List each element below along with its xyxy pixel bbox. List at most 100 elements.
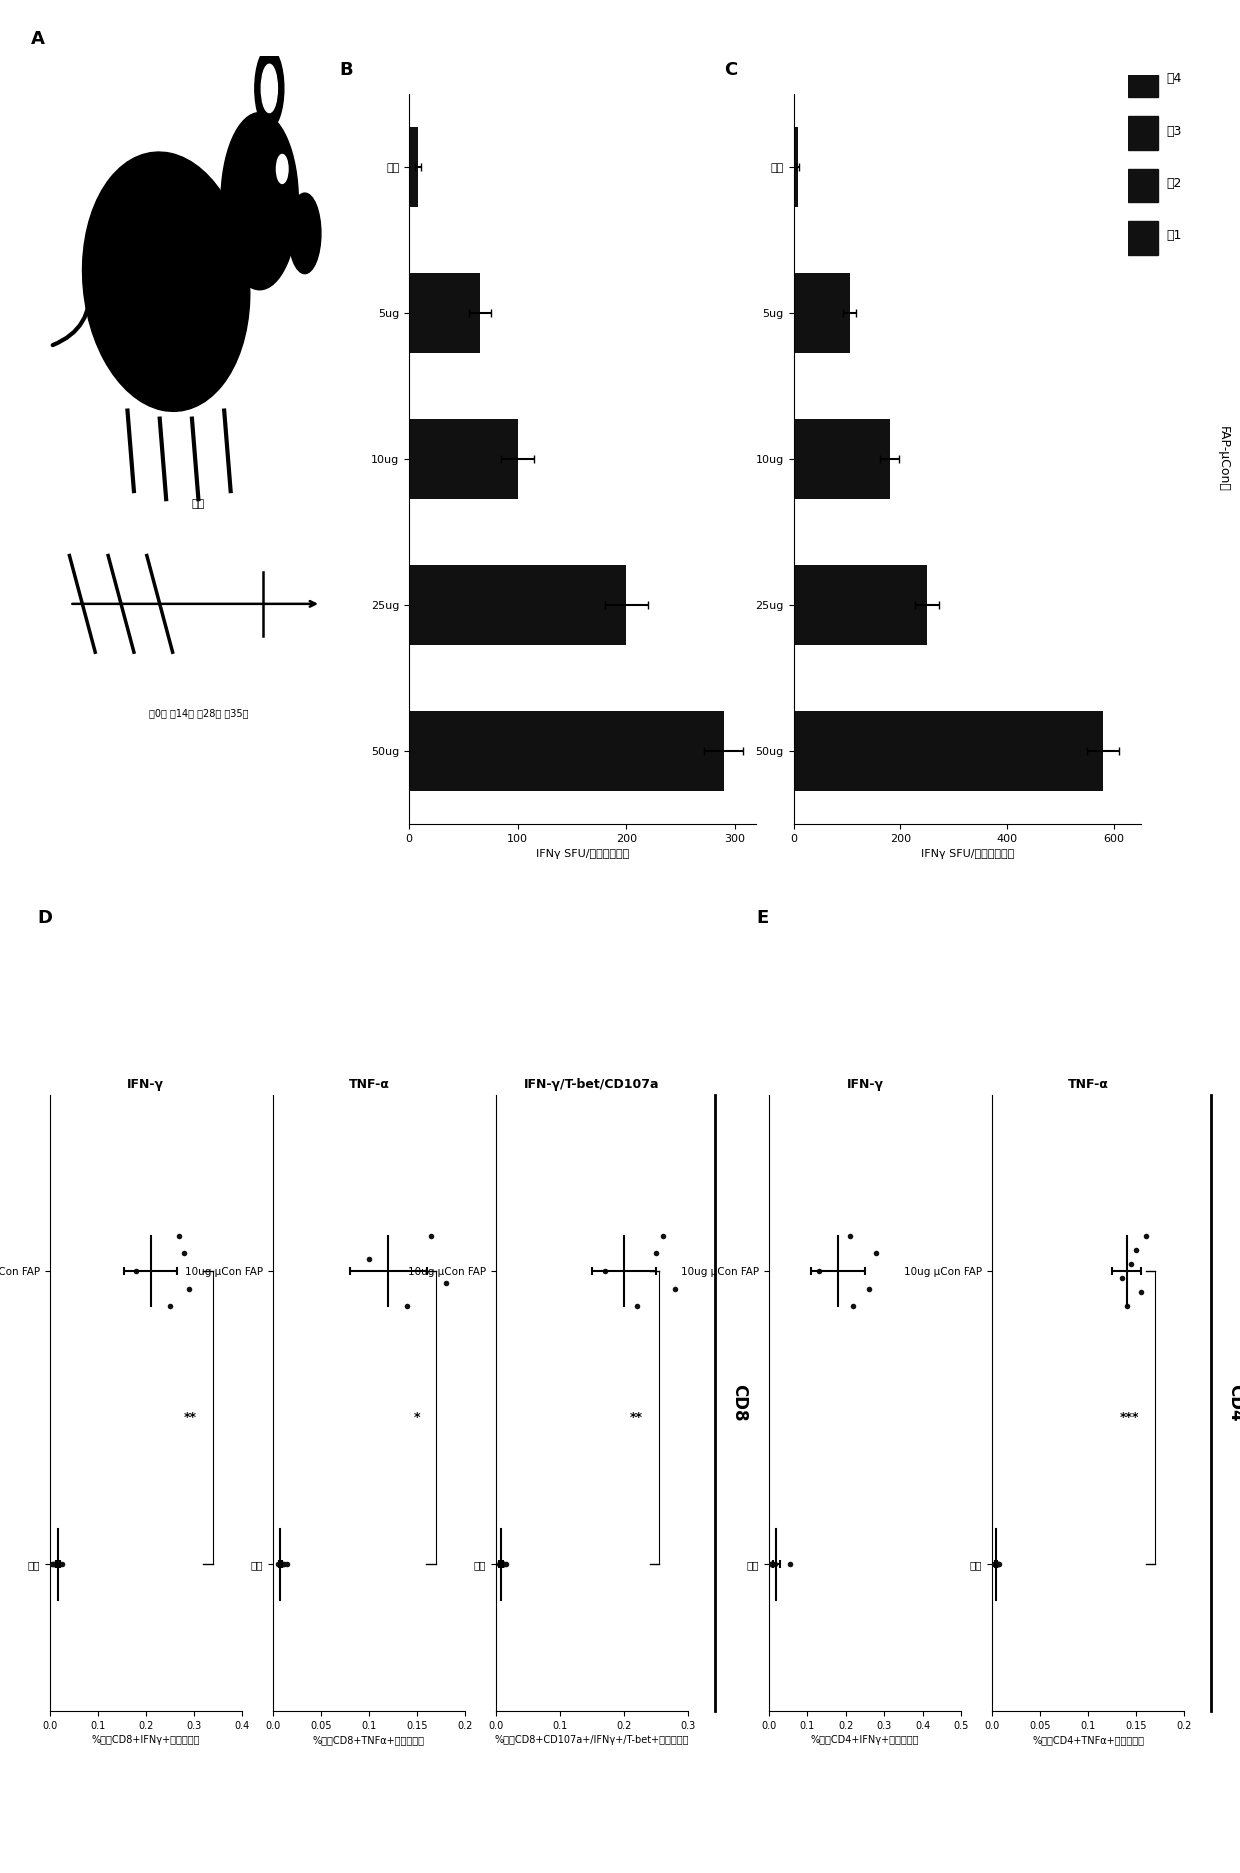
Text: E: E [756,908,769,927]
Point [496,1549,516,1579]
Point [627,1290,647,1320]
X-axis label: IFNγ SFU/百万脑脏细胞: IFNγ SFU/百万脑脏细胞 [920,848,1014,860]
Point [268,1549,288,1579]
Text: **: ** [630,1410,644,1423]
Point [867,1238,887,1268]
Point [780,1549,800,1579]
Point [763,1549,782,1579]
Point [273,1549,293,1579]
Text: 序2: 序2 [1166,178,1182,189]
Ellipse shape [255,49,284,129]
Point [666,1274,686,1304]
Point [179,1274,198,1304]
Point [761,1549,781,1579]
Point [491,1549,511,1579]
Text: CD8: CD8 [730,1384,749,1422]
Bar [409,564,626,644]
Point [48,1549,68,1579]
Point [274,1549,294,1579]
Point [1126,1234,1146,1264]
Bar [1128,64,1158,97]
Point [278,1549,298,1579]
Point [272,1549,291,1579]
Point [1112,1262,1132,1292]
Title: TNF-α: TNF-α [1068,1079,1109,1090]
Point [50,1549,69,1579]
Text: ***: *** [1120,1410,1140,1423]
Text: B: B [340,62,353,79]
Point [761,1549,781,1579]
Point [985,1549,1004,1579]
Point [988,1549,1008,1579]
Point [397,1290,417,1320]
Text: D: D [37,908,52,927]
Point [494,1549,513,1579]
Ellipse shape [83,152,249,412]
Text: 第0天 第14天 第28天 第35天: 第0天 第14天 第28天 第35天 [149,708,248,719]
Point [843,1290,863,1320]
Text: C: C [724,62,738,79]
Circle shape [277,154,288,184]
Bar [794,564,928,644]
Point [859,1274,879,1304]
Point [985,1549,1004,1579]
Text: *: * [413,1410,420,1423]
Point [52,1549,72,1579]
Point [490,1549,510,1579]
Bar [409,127,418,208]
Point [494,1549,513,1579]
Point [1136,1221,1156,1251]
Point [170,1221,190,1251]
Text: CD4: CD4 [1226,1384,1240,1422]
Point [360,1244,379,1274]
Point [646,1238,666,1268]
Point [761,1549,781,1579]
X-axis label: %活化CD8+IFNγ+较对照细胞: %活化CD8+IFNγ+较对照细胞 [92,1734,200,1746]
Point [764,1549,784,1579]
Text: 序4: 序4 [1166,73,1182,84]
Point [492,1549,512,1579]
Point [986,1549,1006,1579]
X-axis label: %活化CD8+CD107a+/IFNγ+/T-bet+较对照细胞: %活化CD8+CD107a+/IFNγ+/T-bet+较对照细胞 [495,1734,689,1746]
Bar [794,273,849,354]
X-axis label: %活化CD8+TNFα+较对照细胞: %活化CD8+TNFα+较对照细胞 [312,1734,425,1746]
Title: IFN-γ: IFN-γ [847,1079,883,1090]
Bar [409,710,724,790]
Point [490,1549,510,1579]
Point [269,1549,289,1579]
Point [1116,1290,1136,1320]
Point [1121,1249,1141,1279]
Point [45,1549,64,1579]
Bar [1128,221,1158,255]
Bar [409,273,480,354]
Point [46,1549,66,1579]
Point [160,1290,180,1320]
X-axis label: IFNγ SFU/百万脑脏细胞: IFNγ SFU/百万脑脏细胞 [536,848,630,860]
Point [436,1268,456,1298]
Point [174,1238,195,1268]
Title: IFN-γ: IFN-γ [128,1079,164,1090]
Bar [409,420,518,498]
Point [808,1257,828,1287]
Bar [1128,116,1158,150]
Point [986,1549,1006,1579]
Point [985,1549,1004,1579]
Text: **: ** [184,1410,197,1423]
X-axis label: %活化CD4+TNFα+较对照细胞: %活化CD4+TNFα+较对照细胞 [1032,1734,1145,1746]
Point [270,1549,290,1579]
Bar [794,420,890,498]
Text: A: A [31,30,45,49]
Text: FAP天然能: FAP天然能 [833,436,846,481]
Text: FAP-μCon能: FAP-μCon能 [1218,425,1230,493]
X-axis label: %活化CD4+IFNγ+较对照细胞: %活化CD4+IFNγ+较对照细胞 [811,1734,919,1746]
Point [988,1549,1008,1579]
Point [595,1257,615,1287]
Point [839,1221,859,1251]
Point [51,1549,71,1579]
Text: 处死: 处死 [192,500,205,509]
Point [42,1549,62,1579]
Point [495,1549,515,1579]
Ellipse shape [221,112,299,290]
Point [1131,1277,1151,1307]
Point [988,1549,1008,1579]
